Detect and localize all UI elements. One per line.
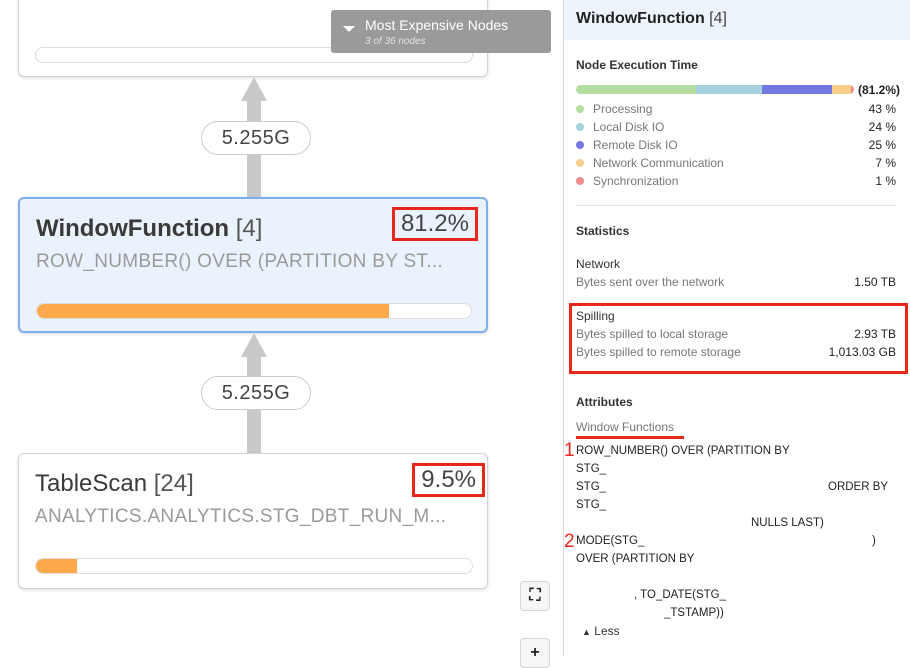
- exec-segment-local-disk-io: [695, 85, 763, 94]
- node-id: [4]: [235, 215, 263, 242]
- network-label: Network: [576, 257, 621, 271]
- edge-label: 5.255G: [201, 121, 311, 155]
- exec-legend-item: Network Communication 7 %: [576, 156, 896, 170]
- caret-up-icon: ▲: [582, 627, 591, 637]
- node-subtitle: ROW_NUMBER() OVER (PARTITION BY ST...: [36, 251, 443, 272]
- most-expensive-nodes-dropdown[interactable]: Most Expensive Nodes 3 of 36 nodes: [331, 10, 551, 53]
- details-panel: WindowFunction [4] Node Execution Time (…: [563, 0, 910, 656]
- exec-legend-item: Local Disk IO 24 %: [576, 120, 896, 134]
- statistics-heading: Statistics: [576, 224, 630, 238]
- node-title: WindowFunction: [36, 215, 230, 242]
- exec-legend-item: Synchronization 1 %: [576, 174, 896, 188]
- spilled-remote-row: Bytes spilled to remote storage 1,013.03 …: [576, 345, 896, 359]
- bytes-sent-row: Bytes sent over the network 1.50 TB: [576, 275, 896, 289]
- exec-legend-item: Remote Disk IO 25 %: [576, 138, 896, 152]
- plan-canvas[interactable]: Most Expensive Nodes 3 of 36 nodes 5.255…: [0, 0, 563, 668]
- legend-dot-icon: [576, 105, 584, 113]
- spilled-local-row: Bytes spilled to local storage 2.93 TB: [576, 327, 896, 341]
- exec-time-bar: [576, 85, 854, 94]
- node-card-windowfunction[interactable]: WindowFunction [4] ROW_NUMBER() OVER (PA…: [18, 197, 488, 333]
- legend-dot-icon: [576, 159, 584, 167]
- spilling-highlight: [569, 303, 908, 374]
- legend-dot-icon: [576, 123, 584, 131]
- legend-dot-icon: [576, 141, 584, 149]
- exec-total: (81.2%): [858, 83, 901, 97]
- attributes-heading: Attributes: [576, 395, 633, 409]
- less-toggle[interactable]: ▲ Less: [582, 624, 620, 638]
- window-function-text: ROW_NUMBER() OVER (PARTITION BY STG_ STG…: [576, 445, 889, 619]
- annotation-marker: 2: [564, 531, 575, 552]
- edge-label: 5.255G: [201, 376, 311, 410]
- exec-segment-synchronization: [851, 85, 854, 94]
- node-progress-bar: [35, 558, 473, 574]
- panel-title: WindowFunction [4]: [564, 0, 910, 40]
- node-title: TableScan: [35, 470, 148, 497]
- exec-segment-remote-disk-io: [762, 85, 832, 94]
- exec-time-heading: Node Execution Time: [576, 58, 698, 72]
- legend-dot-icon: [576, 177, 584, 185]
- node-percent: 9.5%: [412, 463, 485, 497]
- tab-window-functions[interactable]: Window Functions: [576, 420, 685, 439]
- annotation-marker: 1: [564, 440, 575, 461]
- caret-down-icon: [343, 26, 355, 32]
- node-id: [24]: [153, 470, 194, 497]
- arrow-head-icon: [241, 77, 267, 101]
- node-progress-bar: [36, 303, 472, 319]
- node-card-tablescan[interactable]: TableScan [24] ANALYTICS.ANALYTICS.STG_D…: [18, 453, 488, 589]
- exec-segment-network-communication: [831, 85, 852, 94]
- arrow-head-icon: [241, 333, 267, 357]
- exec-legend-item: Processing 43 %: [576, 102, 896, 116]
- node-subtitle: ANALYTICS.ANALYTICS.STG_DBT_RUN_M...: [35, 506, 447, 527]
- fit-to-screen-button[interactable]: ⛶: [520, 581, 550, 611]
- zoom-in-button[interactable]: +: [520, 638, 550, 668]
- node-percent: 81.2%: [391, 207, 478, 241]
- exec-segment-processing: [576, 85, 696, 94]
- spilling-label: Spilling: [576, 309, 615, 323]
